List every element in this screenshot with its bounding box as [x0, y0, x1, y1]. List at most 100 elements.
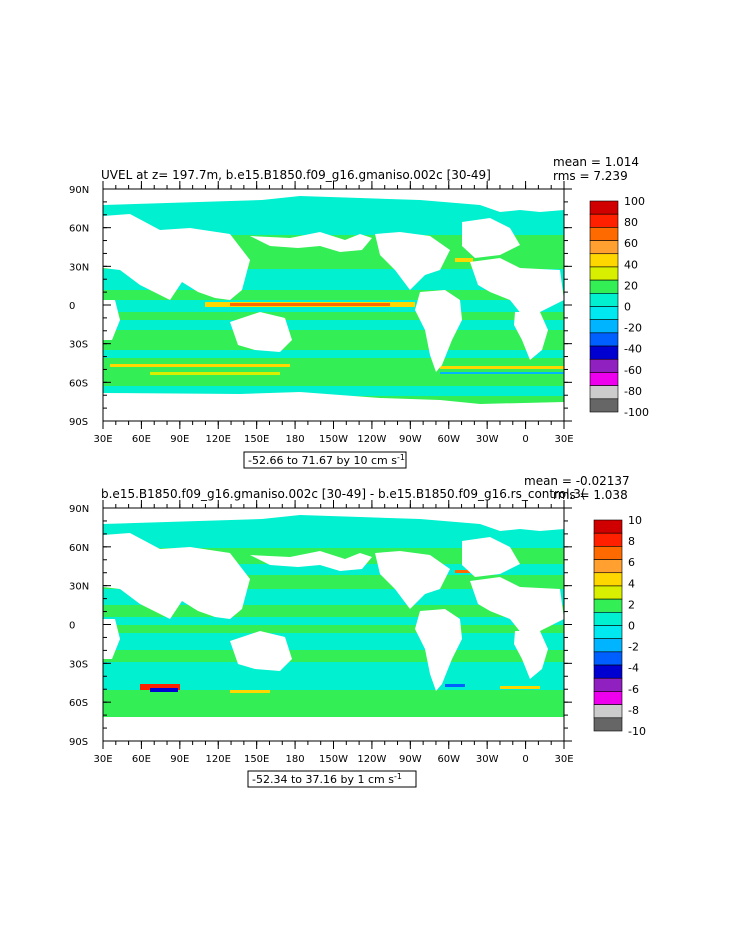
colorbar-swatch — [589, 398, 619, 413]
colorbar-swatch — [593, 638, 623, 653]
range-exponent: -1 — [394, 772, 402, 781]
contour-range-box: -52.34 to 37.16 by 1 cm s-1 — [247, 770, 417, 788]
lat-tick-label: 30S — [69, 659, 88, 670]
lat-tick-label: 60S — [69, 378, 88, 389]
colorbar-swatch — [593, 612, 623, 626]
lon-tick-label: 60E — [132, 434, 151, 445]
colorbar-swatch — [589, 200, 619, 215]
colorbar-swatch — [589, 240, 619, 255]
lon-tick-label: 60W — [437, 434, 460, 445]
map-axes: 90N 60N 30N 0 30S 60S 90S 30E 60E 90E 120E 150E 180 1… — [69, 500, 574, 765]
lon-tick-label: 60W — [437, 754, 460, 765]
lon-tick-label: 90E — [170, 434, 189, 445]
lat-tick-label: 30N — [69, 262, 89, 273]
colorbar-swatch — [589, 385, 619, 400]
colorbar-swatch — [593, 572, 623, 587]
colorbar-label: 20 — [624, 279, 638, 292]
colorbar-swatch — [593, 519, 623, 534]
lat-tick-label: 60N — [69, 224, 89, 235]
lon-tick-label: 180 — [286, 434, 305, 445]
colorbar-swatch — [589, 319, 619, 334]
lat-tick-label: 90S — [69, 417, 88, 428]
mean-label: mean = -0.02137 — [524, 474, 630, 488]
land-masses — [103, 193, 564, 421]
svg-text:-52.34 to 37.16 by 1 cm s-1: -52.34 to 37.16 by 1 cm s-1 — [252, 772, 402, 786]
lat-tick-label: 0 — [69, 301, 75, 312]
colorbar-swatch — [589, 332, 619, 347]
lon-tick-label: 180 — [286, 754, 305, 765]
colorbar-label: 10 — [628, 514, 642, 527]
lon-tick-label: 30W — [476, 754, 499, 765]
lat-tick-label: 30S — [69, 340, 88, 351]
colorbar-label: -8 — [628, 704, 639, 717]
colorbar-swatch — [593, 677, 623, 692]
colorbar-label: -6 — [628, 683, 639, 696]
panel-title: b.e15.B1850.f09_g16.gmaniso.002c [30-49]… — [101, 487, 586, 501]
colorbar-label: -40 — [624, 343, 642, 356]
contour-range-box: -52.66 to 71.67 by 10 cm s-1 — [243, 451, 407, 469]
colorbar-label: -4 — [628, 662, 639, 675]
lon-tick-label: 90W — [399, 434, 422, 445]
rms-label: rms = 1.038 — [553, 488, 628, 502]
colorbar-swatch — [593, 717, 623, 732]
lon-tick-label: 30W — [476, 434, 499, 445]
map-panel-bottom: b.e15.B1850.f09_g16.gmaniso.002c [30-49]… — [69, 474, 646, 788]
colorbar-label: -20 — [624, 322, 642, 335]
colorbar-label: 6 — [628, 556, 635, 569]
colorbar-label: -60 — [624, 364, 642, 377]
lon-tick-label: 30E — [93, 434, 112, 445]
colorbar-swatch — [589, 372, 619, 386]
mean-label: mean = 1.014 — [553, 155, 639, 169]
colorbar: 10 8 6 4 2 0 -2 -4 -6 -8 -10 — [593, 514, 646, 738]
colorbar-swatch — [593, 691, 623, 705]
colorbar-swatch — [593, 625, 623, 639]
colorbar-swatch — [593, 532, 623, 547]
colorbar-swatch — [589, 293, 619, 307]
colorbar-swatch — [593, 585, 623, 600]
lon-tick-label: 150E — [244, 434, 269, 445]
lon-tick-label: 120E — [206, 754, 231, 765]
colorbar-swatch — [593, 559, 623, 574]
colorbar-label: -100 — [624, 406, 649, 419]
lat-tick-label: 60N — [69, 543, 89, 554]
range-label: -52.66 to 71.67 by 10 cm s — [248, 454, 397, 467]
land-masses — [103, 512, 564, 741]
lon-tick-label: 30E — [93, 754, 112, 765]
map-axes: 90N 60N 30N 0 30S 60S 90S 30E 60E 90E 120E 150E 180 1… — [69, 181, 574, 445]
lat-tick-label: 60S — [69, 698, 88, 709]
colorbar-label: 0 — [624, 301, 631, 314]
colorbar-label: 0 — [628, 620, 635, 633]
lat-tick-label: 90S — [69, 737, 88, 748]
lon-tick-label: 150E — [244, 754, 269, 765]
colorbar-swatch — [589, 345, 619, 360]
lat-tick-label: 0 — [69, 621, 75, 632]
lon-tick-label: 90E — [170, 754, 189, 765]
lon-tick-label: 0 — [522, 434, 528, 445]
map-panel-top: UVEL at z= 197.7m, b.e15.B1850.f09_g16.g… — [69, 155, 649, 469]
colorbar-swatch — [589, 213, 619, 228]
lon-tick-label: 60E — [132, 754, 151, 765]
colorbar-swatch — [593, 598, 623, 613]
rms-label: rms = 7.239 — [553, 169, 628, 183]
colorbar-label: -10 — [628, 725, 646, 738]
colorbar-label: 2 — [628, 598, 635, 611]
lon-tick-label: 30E — [554, 434, 573, 445]
lat-tick-label: 90N — [69, 185, 89, 196]
colorbar-swatch — [589, 266, 619, 281]
range-label: -52.34 to 37.16 by 1 cm s — [252, 773, 394, 786]
lon-tick-label: 150W — [319, 754, 348, 765]
lon-tick-label: 120E — [206, 434, 231, 445]
colorbar-swatch — [589, 279, 619, 294]
colorbar: 100 80 60 40 20 0 -20 -40 -60 -80 -100 — [589, 195, 649, 419]
range-exponent: -1 — [397, 453, 405, 462]
lon-tick-label: 0 — [522, 754, 528, 765]
colorbar-label: 60 — [624, 237, 638, 250]
colorbar-label: 100 — [624, 195, 645, 208]
lon-tick-label: 90W — [399, 754, 422, 765]
colorbar-swatch — [593, 704, 623, 719]
colorbar-swatch — [589, 358, 619, 373]
colorbar-label: 8 — [628, 535, 635, 548]
colorbar-swatch — [589, 306, 619, 320]
lon-tick-label: 30E — [554, 754, 573, 765]
lon-tick-label: 120W — [357, 754, 386, 765]
